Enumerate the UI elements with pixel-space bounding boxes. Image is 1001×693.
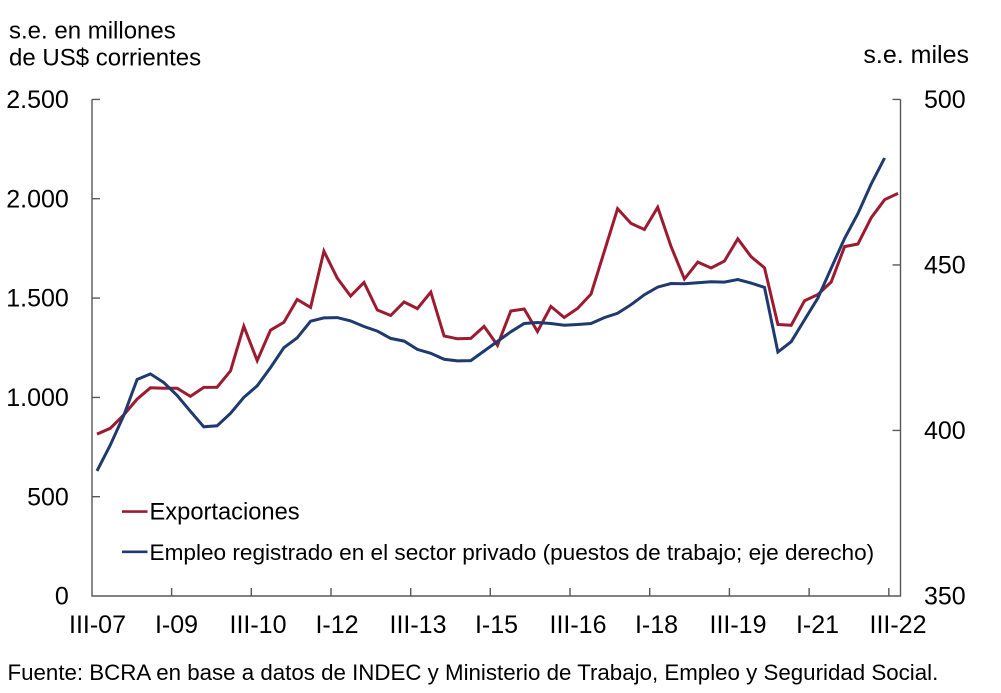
svg-text:III-10: III-10 <box>230 611 287 639</box>
svg-text:de US$ corrientes: de US$ corrientes <box>9 45 201 72</box>
svg-text:2.000: 2.000 <box>6 185 69 213</box>
svg-text:1.500: 1.500 <box>6 285 69 313</box>
svg-text:400: 400 <box>924 417 966 445</box>
svg-text:I-21: I-21 <box>796 611 839 639</box>
svg-text:s.e. miles: s.e. miles <box>863 41 969 69</box>
svg-text:III-07: III-07 <box>69 611 126 639</box>
svg-text:Fuente: BCRA en base a datos d: Fuente: BCRA en base a datos de INDEC y … <box>8 660 939 685</box>
svg-text:s.e. en millones: s.e. en millones <box>9 18 176 45</box>
svg-text:Empleo registrado en el sector: Empleo registrado en el sector privado (… <box>150 540 875 565</box>
svg-text:III-13: III-13 <box>390 611 447 639</box>
svg-text:I-09: I-09 <box>155 611 198 639</box>
svg-text:500: 500 <box>924 86 966 114</box>
svg-text:I-15: I-15 <box>475 611 518 639</box>
svg-text:1.000: 1.000 <box>6 384 69 412</box>
svg-text:Exportaciones: Exportaciones <box>150 500 300 526</box>
svg-text:III-16: III-16 <box>550 611 607 639</box>
svg-text:III-19: III-19 <box>710 611 767 639</box>
svg-text:III-22: III-22 <box>870 611 927 639</box>
svg-text:I-12: I-12 <box>315 611 358 639</box>
svg-text:350: 350 <box>924 583 966 611</box>
svg-text:2.500: 2.500 <box>6 86 69 114</box>
svg-text:0: 0 <box>55 583 69 611</box>
svg-text:500: 500 <box>27 483 69 511</box>
svg-text:I-18: I-18 <box>635 611 678 639</box>
svg-text:450: 450 <box>924 252 966 280</box>
